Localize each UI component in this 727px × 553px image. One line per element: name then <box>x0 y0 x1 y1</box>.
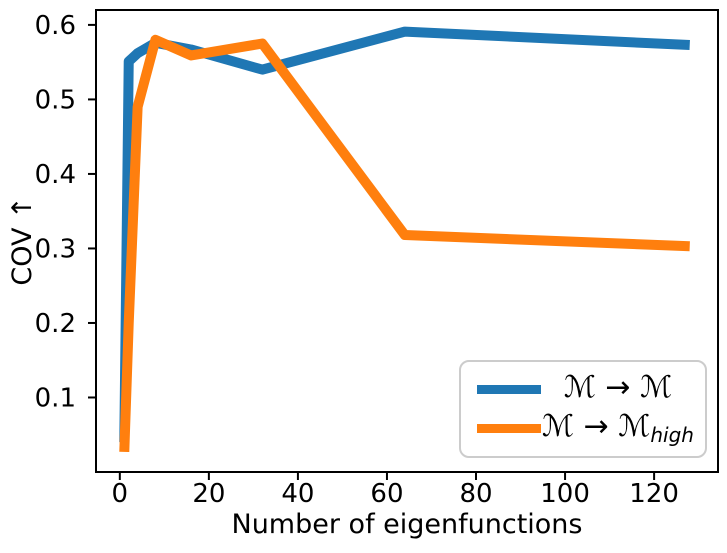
legend-label-text: ℳ → ℳ <box>542 409 651 445</box>
x-axis-label: Number of eigenfunctions <box>232 509 583 540</box>
legend-item-m-to-m-high: ℳ → ℳhigh <box>471 412 695 445</box>
legend-item-m-to-m: ℳ → ℳ <box>471 369 695 406</box>
x-tick-label: 120 <box>629 479 679 509</box>
y-tick-label: 0.4 <box>35 160 76 190</box>
y-tick-label: 0.1 <box>35 383 76 413</box>
y-tick-label: 0.3 <box>35 234 76 264</box>
axes-frame <box>95 9 719 473</box>
legend-label-subscript: high <box>650 423 694 448</box>
legend-line-sample-orange <box>477 424 541 434</box>
x-tick-label: 40 <box>281 479 314 509</box>
y-tick-label: 0.5 <box>35 85 76 115</box>
x-tick-label: 100 <box>540 479 590 509</box>
x-tick-label: 80 <box>459 479 492 509</box>
y-tick-label: 0.2 <box>35 309 76 339</box>
legend-label-m-to-m: ℳ → ℳ <box>541 369 695 406</box>
legend-line-sample-blue <box>477 384 541 394</box>
x-tick-label: 0 <box>112 479 129 509</box>
x-tick-label: 20 <box>192 479 225 509</box>
series-line-m-to-m-high <box>119 34 690 453</box>
legend-label-text: ℳ → ℳ <box>563 369 673 405</box>
legend-label-m-to-m-high: ℳ → ℳhigh <box>541 409 695 448</box>
legend: ℳ → ℳ ℳ → ℳhigh <box>459 360 707 458</box>
x-tick-label: 60 <box>370 479 403 509</box>
y-axis-label: COV ↑ <box>7 196 38 285</box>
y-tick-label: 0.6 <box>35 11 76 41</box>
